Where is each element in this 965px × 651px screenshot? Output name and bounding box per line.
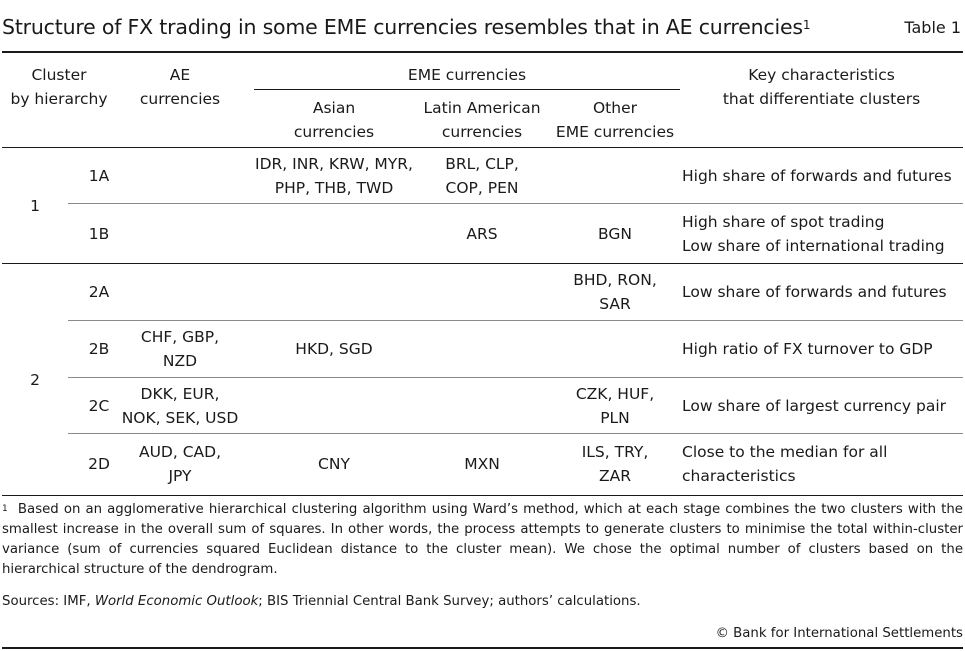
row-1a-asian-line1: IDR, INR, KRW, MYR, — [255, 154, 413, 173]
header-cluster-line2: by hierarchy — [10, 90, 108, 108]
row-2b-ae-line2: NZD — [162, 352, 198, 370]
header-asian-line2: currencies — [293, 123, 375, 141]
footnote-text: Based on an agglomerative hierarchical c… — [2, 502, 963, 577]
row-2d-key-line1: Close to the median for all — [682, 443, 888, 461]
row-1b-key: High share of spot trading Low share of i… — [682, 204, 963, 263]
sources-line: Sources: IMF, World Economic Outlook; BI… — [2, 592, 641, 612]
header-asian: Asian currencies — [254, 96, 414, 144]
row-2c-key: Low share of largest currency pair — [682, 396, 947, 415]
row-separator — [68, 203, 963, 204]
row-2a-other-line1: BHD, RON, — [573, 271, 657, 289]
row-2d-other-line1: ILS, TRY, — [581, 443, 649, 461]
group-separator — [2, 263, 963, 264]
header-cluster: Cluster by hierarchy — [2, 63, 116, 111]
header-other-line2: EME currencies — [555, 123, 675, 141]
table-title: Structure of FX trading in some EME curr… — [2, 14, 811, 40]
table-title-text: Structure of FX trading in some EME curr… — [2, 15, 803, 39]
row-separator — [68, 377, 963, 378]
table-number-label: Table 1 — [904, 18, 961, 37]
row-1a-latam-line1: BRL, CLP, — [445, 154, 519, 173]
row-2d-key-line2: characteristics — [682, 467, 796, 485]
row-2c-ae-line2: NOK, SEK, USD — [121, 408, 239, 427]
footnote-marker: 1 — [2, 504, 8, 514]
table-bottom-rule — [2, 495, 963, 496]
row-2c-other-line2: PLN — [600, 408, 630, 427]
row-1a-latam: BRL, CLP, COP, PEN — [418, 148, 546, 203]
row-2a-other-line2: SAR — [599, 295, 631, 313]
header-latam-line1: Latin American — [423, 99, 541, 117]
row-2d-ae: AUD, CAD, JPY — [130, 434, 230, 494]
row-2b-key: High ratio of FX turnover to GDP — [682, 340, 933, 358]
sources-suffix: ; BIS Triennial Central Bank Survey; aut… — [258, 594, 641, 609]
row-2a-sub: 2A — [88, 283, 110, 301]
header-latam-line2: currencies — [441, 123, 523, 141]
header-asian-line1: Asian — [312, 99, 356, 117]
row-1b-other: BGN — [598, 224, 632, 243]
group-label-2: 2 — [30, 370, 40, 389]
header-ae-line1: AE — [169, 66, 191, 84]
row-1b-key-line1: High share of spot trading — [682, 212, 885, 231]
header-ae: AE currencies — [130, 63, 230, 111]
bottom-rule — [2, 647, 963, 649]
title-footnote-marker: 1 — [802, 18, 811, 32]
row-2d-latam: MXN — [464, 455, 500, 473]
header-other: Other EME currencies — [550, 96, 680, 144]
header-cluster-line1: Cluster — [31, 66, 87, 84]
row-2b-ae-line1: CHF, GBP, — [140, 328, 220, 346]
row-1b-key-line2: Low share of international trading — [682, 236, 945, 255]
row-2b-ae: CHF, GBP, NZD — [130, 321, 230, 377]
header-latam: Latin American currencies — [418, 96, 546, 144]
row-1b-sub: 1B — [88, 224, 110, 243]
title-bar: Structure of FX trading in some EME curr… — [2, 14, 963, 48]
copyright: © Bank for International Settlements — [715, 626, 963, 641]
header-ae-line2: currencies — [139, 90, 221, 108]
row-2d-ae-line2: JPY — [168, 467, 192, 485]
row-2c-other-line1: CZK, HUF, — [575, 384, 655, 403]
row-2d-ae-line1: AUD, CAD, — [138, 443, 222, 461]
header-eme-group: EME currencies — [407, 66, 527, 84]
sources-prefix: Sources: IMF, — [2, 594, 95, 609]
row-2b-asian: HKD, SGD — [295, 340, 373, 358]
row-separator — [68, 433, 963, 434]
row-2c-other: CZK, HUF, PLN — [550, 378, 680, 433]
row-1a-sub: 1A — [88, 166, 110, 185]
row-2d-other-line2: ZAR — [598, 467, 631, 485]
row-2d-asian: CNY — [318, 455, 350, 473]
row-2a-key: Low share of forwards and futures — [682, 283, 947, 301]
row-1a-asian: IDR, INR, KRW, MYR, PHP, THB, TWD — [254, 148, 414, 203]
row-2c-ae: DKK, EUR, NOK, SEK, USD — [122, 378, 239, 433]
group-label-1: 1 — [30, 196, 40, 215]
row-1a-asian-line2: PHP, THB, TWD — [274, 178, 394, 197]
row-2d-other: ILS, TRY, ZAR — [550, 434, 680, 494]
header-eme-underline — [254, 89, 680, 90]
footnote: 1 Based on an agglomerative hierarchical… — [2, 500, 963, 580]
row-2a-other: BHD, RON, SAR — [550, 264, 680, 320]
header-key-line2: that differentiate clusters — [722, 90, 921, 108]
header-other-line1: Other — [592, 99, 637, 117]
row-1a-key: High share of forwards and futures — [682, 166, 952, 185]
row-2d-key: Close to the median for all characteristi… — [682, 434, 963, 494]
row-1b-latam: ARS — [466, 224, 498, 243]
row-2d-sub: 2D — [88, 455, 110, 473]
header-key-line1: Key characteristics — [748, 66, 895, 84]
row-1a-latam-line2: COP, PEN — [445, 178, 519, 197]
row-2b-sub: 2B — [88, 340, 110, 358]
header-key-characteristics: Key characteristics that differentiate c… — [680, 63, 963, 111]
row-separator — [68, 320, 963, 321]
sources-italic-title: World Economic Outlook — [94, 594, 259, 609]
row-2c-sub: 2C — [88, 396, 110, 415]
row-2c-ae-line1: DKK, EUR, — [140, 384, 220, 403]
header-bottom-rule — [2, 147, 963, 148]
top-rule — [2, 51, 963, 53]
